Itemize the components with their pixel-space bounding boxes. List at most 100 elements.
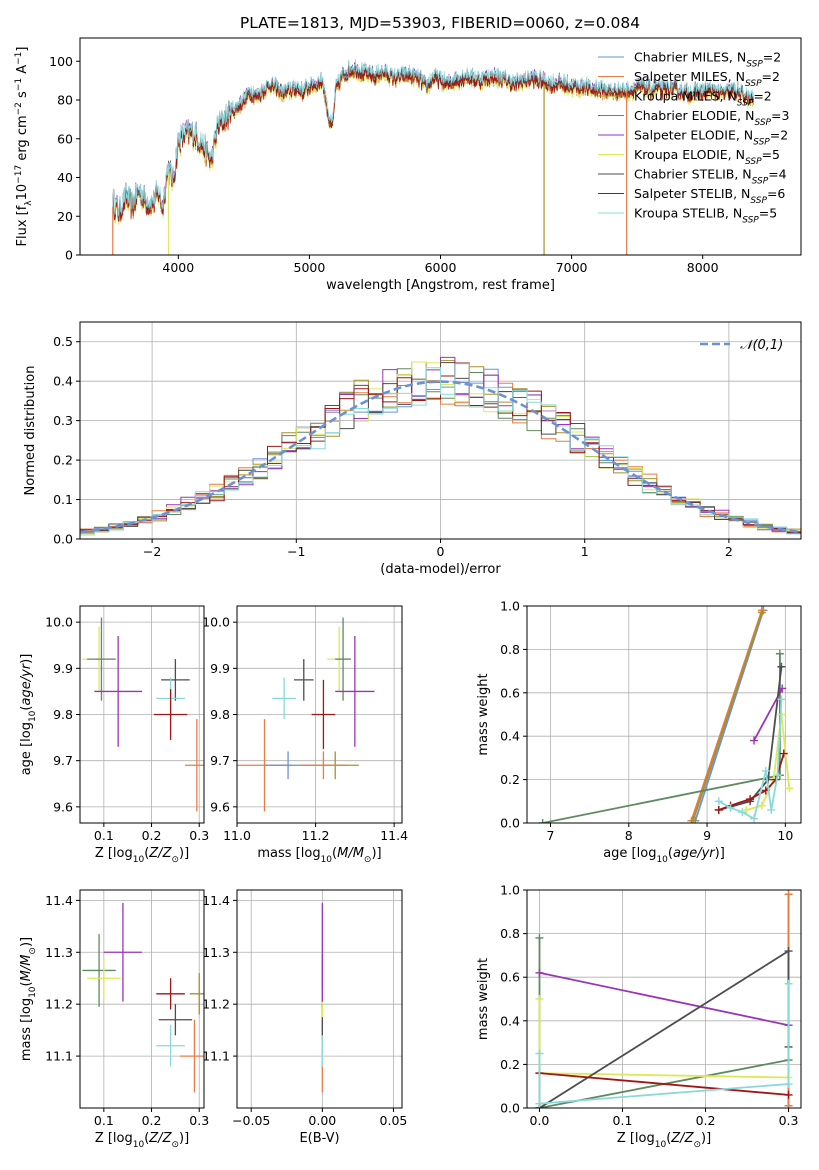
label-part: )] (701, 1131, 711, 1146)
label-part: )] (19, 654, 34, 664)
spectrum-x-axis-label: wavelength [Angstrom, rest frame] (326, 278, 555, 293)
age-vs-mass-y-tick-label: 10.0 (202, 615, 230, 630)
weight-line-kroupa-stelib-marker (535, 1099, 544, 1108)
label-part: )] (19, 937, 34, 947)
age-vs-z-x-axis-label: Z [log10(Z/Z⊙)] (95, 846, 189, 865)
label-part: Salpeter ELODIE, N (634, 128, 753, 143)
age-vs-mass-y-tick-label: 9.6 (210, 799, 230, 814)
mass-vs-ebv-frame (236, 889, 403, 1109)
mass-vs-z-axes: 0.1 0.2 0.311.111.211.311.4Z [log10(Z/Z⊙)]… (19, 889, 209, 1150)
weight-line-kroupa-stelib-marker (738, 808, 747, 817)
errorbar-salpeter-stelib (311, 679, 336, 750)
mass-weight-vs-z-x-tick-label: 0.3 (779, 1113, 799, 1128)
weight-line-chabrier-elodie (538, 938, 789, 1108)
residuals-x-tick-label: −1 (287, 544, 305, 559)
mass-vs-ebv-y-tick-label: 11.3 (202, 945, 230, 960)
label-part: s (15, 91, 30, 102)
figure-title: PLATE=1813, MJD=53903, FIBERID=0060, z=0… (240, 14, 640, 32)
label-part: ⊙ (171, 855, 179, 865)
label-part: =2 (762, 69, 780, 84)
label-part: )] (715, 846, 725, 861)
mass-weight-vs-z-y-tick-label: 0.0 (500, 1101, 520, 1116)
residuals-panel: −2 −1 0 1 2 0.0 0.1 0.2 0.3 0.4 0.5 (data-model)/er… (23, 321, 802, 577)
label-part: SSP (753, 138, 770, 148)
weight-line-chabrier-stelib-marker (777, 662, 786, 671)
age-vs-mass-plot-area (237, 617, 375, 812)
label-part: =2 (770, 128, 788, 143)
errorbar-chabrier-elodie (82, 934, 116, 1007)
mass-weight-vs-z-y-axis-label: mass weight (476, 958, 491, 1040)
spectrum-y-tick-label: 80 (57, 93, 73, 108)
mass-vs-z-frame (79, 889, 205, 1109)
label-part: ⊙ (693, 1140, 701, 1150)
label-part: Z [log (617, 1131, 655, 1146)
legend-entry: Salpeter ELODIE, NSSP=2 (634, 128, 788, 148)
label-part: M/M (337, 846, 364, 861)
label-part: SSP (745, 157, 762, 167)
mass-weight-vs-age-y-tick-label: 0.8 (500, 642, 520, 657)
age-vs-mass-x-axis-label: mass [log10(M/M⊙)] (257, 846, 381, 865)
label-part: age/yr (19, 662, 34, 705)
label-part: ⊙ (364, 855, 372, 865)
weight-line-kroupa-stelib-marker (773, 771, 782, 780)
spectrum-line-kroupa-stelib (112, 59, 754, 216)
spectrum-x-tick-label: 4000 (162, 260, 194, 275)
label-part: −1 (14, 52, 24, 65)
mass-vs-z-x-tick-label: 0.1 (94, 1113, 114, 1128)
label-part: 10 (133, 1140, 145, 1150)
label-part: ⊙ (28, 947, 38, 955)
weight-line-kroupa-stelib-marker (726, 803, 735, 812)
residuals-x-tick-label: 2 (725, 544, 733, 559)
label-part: ( (332, 846, 337, 861)
label-part: Z/Z (148, 1131, 172, 1146)
mass-weight-vs-z-frame (526, 889, 802, 1109)
mass-weight-vs-age-x-tick-label: 7 (547, 828, 555, 843)
mass-weight-vs-age-x-tick-label: 9 (703, 828, 711, 843)
label-part: ( (668, 846, 673, 861)
weight-line-salpeter-stelib-marker (746, 795, 755, 804)
mass-weight-vs-age-plot-area (538, 606, 794, 823)
spectrum-axes: 4000 5000 6000 7000 8000 0 20 40 60 80 100 waveleng… (14, 37, 802, 293)
label-part: −2 (14, 102, 24, 115)
age-vs-mass-x-tick-label: 11.4 (380, 828, 408, 843)
mass-weight-vs-z-y-tick-label: 0.8 (500, 926, 520, 941)
weight-line-kroupa-miles (692, 612, 763, 822)
weight-line-chabrier-elodie (542, 653, 781, 823)
label-part: ⊙ (171, 1140, 179, 1150)
mass-weight-vs-z-x-axis-label: Z [log10(Z/Z⊙)] (617, 1131, 711, 1150)
label-part: =6 (767, 186, 785, 201)
weight-line-chabrier-miles (694, 610, 765, 822)
mass-vs-z-y-tick-label: 11.3 (45, 945, 73, 960)
mass-weight-vs-age-y-tick-label: 0.4 (500, 729, 520, 744)
errorbar-chabrier-stelib (161, 659, 190, 701)
errorbar-kroupa-elodie (87, 957, 121, 999)
legend-entry: Chabrier ELODIE, NSSP=3 (634, 108, 789, 128)
errorbar-chabrier-stelib (293, 659, 314, 701)
legend-entry: Chabrier MILES, NSSP=2 (634, 50, 781, 70)
label-part: −17 (14, 165, 24, 184)
label-part: )] (179, 1131, 189, 1146)
weight-line-kroupa-miles-marker (688, 816, 697, 823)
mass-vs-z-panel: 0.1 0.2 0.311.111.211.311.4Z [log10(Z/Z⊙)]… (19, 889, 209, 1150)
label-part: mass [log (19, 998, 34, 1061)
label-part: ( (144, 1131, 149, 1146)
label-part: ( (666, 1131, 671, 1146)
spectrum-x-tick-label: 8000 (687, 260, 719, 275)
weight-line-salpeter-miles-marker (784, 890, 793, 899)
errorbar-kroupa-miles (189, 973, 204, 1015)
age-vs-z-y-tick-label: 9.7 (53, 753, 73, 768)
weight-line-chabrier-elodie-marker (538, 819, 547, 823)
legend-entry: Kroupa ELODIE, NSSP=5 (634, 147, 780, 167)
weight-line-kroupa-stelib (718, 699, 783, 821)
errorbar-chabrier-elodie (87, 617, 116, 701)
mass-weight-vs-z-x-tick-label: 0.0 (530, 1113, 550, 1128)
age-vs-z-y-tick-label: 9.6 (53, 799, 73, 814)
residuals-y-tick-label: 0.5 (53, 334, 73, 349)
errorbar-salpeter-miles (184, 719, 204, 812)
weight-line-kroupa-stelib-marker (784, 979, 793, 988)
mass-vs-ebv-y-tick-label: 11.4 (202, 893, 230, 908)
weight-line-salpeter-stelib-marker (779, 749, 788, 758)
residuals-y-tick-label: 0.2 (53, 453, 73, 468)
